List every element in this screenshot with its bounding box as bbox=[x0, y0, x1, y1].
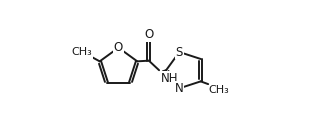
Text: O: O bbox=[144, 28, 154, 41]
Text: CH₃: CH₃ bbox=[209, 85, 229, 95]
Text: S: S bbox=[176, 46, 183, 59]
Text: N: N bbox=[175, 82, 184, 95]
Text: CH₃: CH₃ bbox=[71, 47, 92, 57]
Text: NH: NH bbox=[161, 72, 178, 85]
Text: O: O bbox=[114, 41, 123, 54]
